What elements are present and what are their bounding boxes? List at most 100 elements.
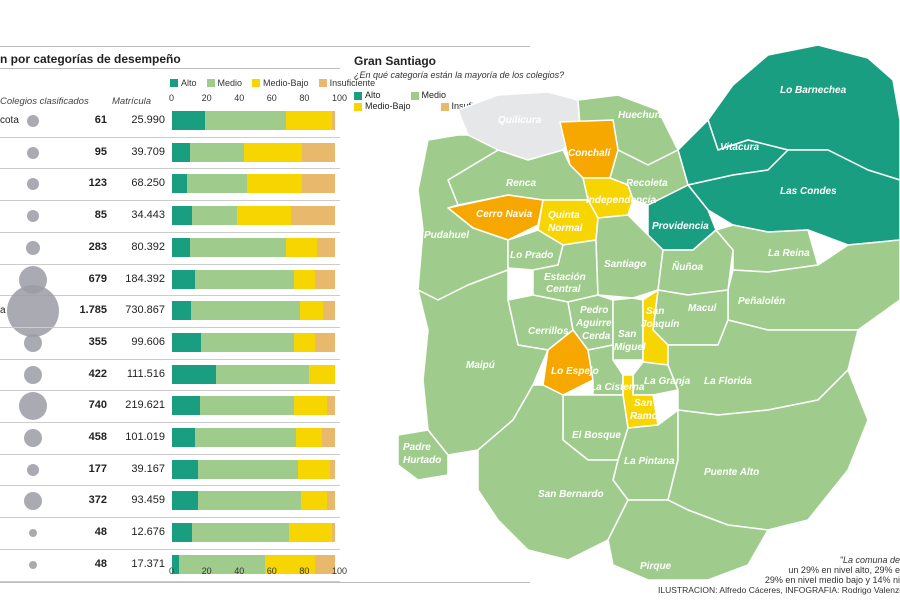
- row-matricula: 219.621: [125, 399, 165, 412]
- stacked-bar: [172, 111, 335, 130]
- bar-segment-insuficiente: [315, 554, 335, 574]
- bar-segment-medio-bajo: [300, 491, 327, 511]
- santiago-map: Lo Barnechea Vitacura Las Condes Provide…: [397, 44, 900, 581]
- col-matricula-header: Matrícula: [112, 96, 152, 107]
- row-count: 61: [94, 114, 107, 126]
- bar-segment-alto: [172, 301, 192, 321]
- axis-tick: 0: [169, 93, 175, 103]
- row-divider: [0, 390, 340, 392]
- label-estacion-central-2: Central: [546, 284, 581, 295]
- map-subtitle: ¿En qué categoría están la mayoría de lo…: [354, 70, 565, 80]
- row-count: 283: [88, 240, 107, 253]
- bar-segment-medio: [191, 206, 238, 226]
- stacked-bar: [172, 301, 335, 321]
- bar-segment-alto: [172, 491, 199, 511]
- axis-tick: 80: [299, 566, 310, 576]
- bar-segment-insuficiente: [315, 269, 335, 289]
- label-las-condes: Las Condes: [780, 186, 837, 197]
- bar-segment-alto: [172, 269, 195, 289]
- stacked-bar: [172, 459, 335, 479]
- bar-segment-medio-bajo: [294, 332, 316, 352]
- footnote: "La comuna de un 29% en nivel alto, 29% …: [764, 555, 900, 585]
- bar-legend-medio: Medio: [206, 78, 242, 88]
- row-matricula: 80.392: [131, 240, 165, 253]
- label-quinta-normal-2: Normal: [548, 223, 583, 234]
- bar-legend-alto: Alto: [170, 78, 197, 88]
- table-row: 48 12.676: [0, 517, 340, 549]
- row-divider: [0, 295, 340, 297]
- bar-segment-medio-bajo: [289, 523, 332, 543]
- label-providencia: Providencia: [652, 221, 709, 232]
- row-matricula: 12.676: [131, 526, 165, 539]
- label-padre-hurtado-2: Hurtado: [403, 455, 441, 466]
- axis-tick: 100: [332, 566, 348, 576]
- row-matricula: 730.867: [125, 304, 165, 317]
- label-nunoa: Ñuñoa: [672, 260, 704, 273]
- bar-segment-medio-bajo: [244, 142, 303, 162]
- size-bubble: [7, 285, 59, 338]
- label-lo-espejo: Lo Espejo: [551, 366, 599, 377]
- table-row: 48 17.371: [0, 549, 340, 581]
- bar-segment-insuficiente: [331, 111, 335, 130]
- bar-segment-medio-bajo: [294, 269, 316, 289]
- label-cerrillos: Cerrillos: [528, 326, 569, 337]
- label-pac-3: Cerda: [582, 331, 611, 342]
- bar-segment-insuficiente: [315, 332, 335, 352]
- performance-table-panel: n por categorías de desempeño Colegios c…: [0, 46, 530, 583]
- row-divider: [0, 231, 340, 233]
- title-rule: [0, 68, 340, 69]
- row-matricula: 93.459: [131, 494, 165, 507]
- legend-medio: Medio: [410, 90, 446, 101]
- label-quinta-normal-1: Quinta: [548, 210, 580, 221]
- stacked-bar: [172, 428, 335, 447]
- bar-segment-alto: [172, 237, 190, 257]
- bar-segment-alto: [172, 206, 192, 226]
- bar-segment-medio: [191, 523, 290, 543]
- bar-segment-insuficiente: [302, 174, 335, 194]
- row-count: 355: [88, 335, 107, 348]
- label-renca: Renca: [506, 178, 536, 189]
- label-penalolen: Peñalolén: [738, 296, 785, 307]
- bar-segment-insuficiente: [330, 459, 335, 479]
- label-pac-2: Aguirre: [575, 318, 612, 329]
- size-bubble: [27, 178, 39, 191]
- row-matricula: 39.167: [131, 462, 165, 475]
- row-matricula: 17.371: [131, 557, 165, 570]
- bar-segment-medio-bajo: [286, 237, 318, 257]
- label-pac-1: Pedro: [580, 305, 608, 316]
- row-divider: [0, 453, 340, 455]
- label-lo-barnechea: Lo Barnechea: [780, 85, 847, 96]
- bar-segment-medio: [198, 491, 301, 511]
- stacked-bar: [172, 491, 335, 511]
- row-matricula: 111.516: [126, 367, 165, 380]
- bar-segment-medio: [198, 459, 298, 479]
- bar-segment-insuficiente: [322, 301, 335, 321]
- label-san-joaquin-2: Joaquín: [641, 319, 679, 330]
- axis-tick: 60: [266, 566, 277, 576]
- size-bubble: [29, 529, 37, 538]
- row-name: a: [0, 305, 6, 317]
- size-bubble: [24, 429, 42, 447]
- table-row: 422 111.516: [0, 359, 340, 391]
- label-cerro-navia: Cerro Navia: [476, 209, 533, 220]
- bar-segment-alto: [172, 554, 179, 574]
- label-puente-alto: Puente Alto: [704, 467, 759, 478]
- label-san-ramon-1: San: [634, 398, 652, 409]
- label-san-bernardo: San Bernardo: [538, 489, 604, 500]
- row-divider: [0, 326, 340, 328]
- map-title: Gran Santiago: [354, 54, 437, 68]
- bar-segment-medio: [204, 111, 287, 130]
- label-pirque: Pirque: [640, 561, 672, 572]
- bar-segment-alto: [172, 459, 199, 479]
- bar-segment-medio-bajo: [299, 301, 323, 321]
- table-row: 740 219.621: [0, 390, 340, 422]
- label-macul: Macul: [688, 303, 717, 314]
- label-quilicura: Quilicura: [498, 115, 542, 126]
- table-row: 123 68.250: [0, 168, 340, 200]
- row-count: 740: [88, 399, 107, 412]
- bar-segment-medio: [189, 237, 287, 257]
- stacked-bar: [172, 554, 335, 574]
- credit-line: ILUSTRACION: Alfredo Cáceres, INFOGRAFIA…: [658, 585, 900, 595]
- bar-legend-medio-bajo: Medio-Bajo: [252, 78, 309, 88]
- row-matricula: 99.606: [131, 335, 165, 348]
